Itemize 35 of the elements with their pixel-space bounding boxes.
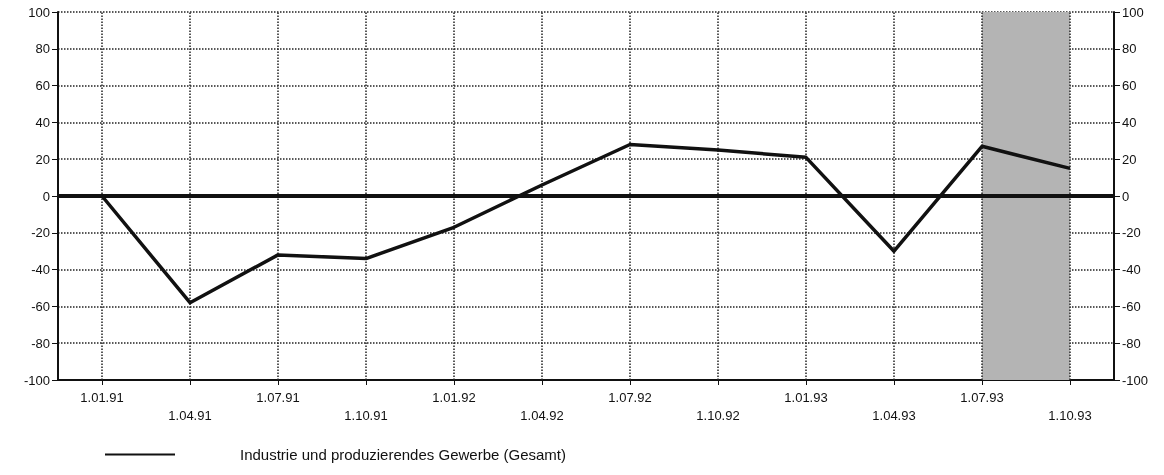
y2-tick-label: 100 — [1122, 4, 1144, 20]
text: Industrie und produzierendes Gewerbe (Gesamt) — [240, 446, 567, 463]
x-tick-label: 1.01.91 — [80, 389, 124, 405]
x-tick-label: 1.07.92 — [608, 389, 652, 405]
y-tick-label: 20 — [35, 151, 50, 167]
y-tick-label: 40 — [35, 114, 50, 130]
y-tick-label: 100 — [28, 4, 50, 20]
y2-tick-label: -80 — [1122, 335, 1141, 351]
y2-tick-label: 20 — [1122, 151, 1137, 167]
x-tick-label: 1.04.92 — [520, 407, 564, 423]
y-tick-label: -100 — [23, 372, 50, 388]
y2-tick-label: -20 — [1122, 225, 1141, 241]
x-tick-label: 1.04.91 — [168, 407, 212, 423]
y-tick-label: -80 — [31, 335, 50, 351]
x-tick-label: 1.07.93 — [960, 389, 1004, 405]
x-tick-label: 1.07.91 — [256, 389, 300, 405]
y-tick-label: 80 — [35, 41, 50, 57]
y-tick-label: 0 — [42, 188, 50, 204]
y-tick-label: -40 — [31, 262, 50, 278]
x-tick-label: 1.10.93 — [1048, 407, 1092, 423]
y2-tick-label: 80 — [1122, 41, 1137, 57]
x-tick-label: 1.10.92 — [696, 407, 740, 423]
x-tick-label: 1.01.92 — [432, 389, 476, 405]
y-tick-label: -20 — [31, 225, 50, 241]
y2-tick-label: 60 — [1122, 78, 1137, 94]
x-tick-label: 1.10.91 — [344, 407, 388, 423]
y-tick-label: 60 — [35, 78, 50, 94]
y2-tick-label: -100 — [1122, 372, 1149, 388]
y-tick-label: -60 — [31, 298, 50, 314]
y2-tick-label: 0 — [1122, 188, 1130, 204]
y2-tick-label: -60 — [1122, 298, 1141, 314]
x-tick-label: 1.01.93 — [784, 389, 828, 405]
y2-tick-label: 40 — [1122, 114, 1137, 130]
x-tick-label: 1.04.93 — [872, 407, 916, 423]
y2-tick-label: -40 — [1122, 262, 1141, 278]
